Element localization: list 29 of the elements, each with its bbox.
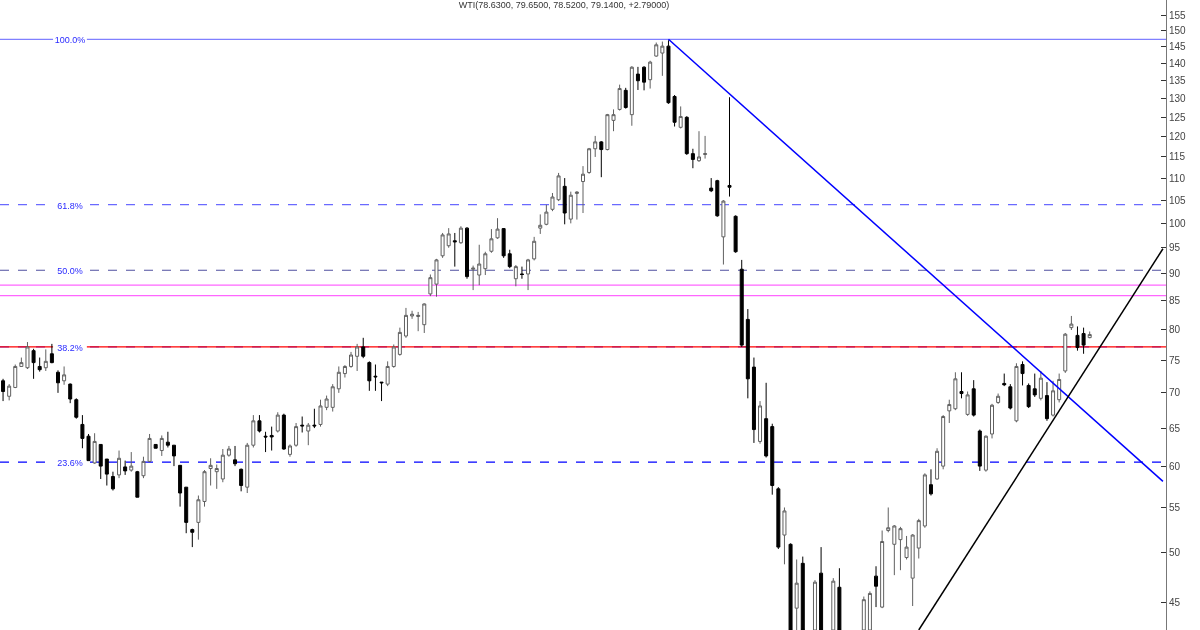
y-tick-label: 105: [1169, 194, 1187, 206]
y-tick-label: 70: [1169, 387, 1181, 399]
y-tick-label: 110: [1169, 172, 1186, 184]
annotation: 23.6%: [57, 458, 83, 469]
annotation: 38.2%: [57, 342, 83, 353]
y-tick-label: 125: [1169, 111, 1187, 123]
y-tick-label: 55: [1169, 501, 1181, 513]
y-tick-label: 50: [1169, 547, 1181, 559]
y-tick-label: 45: [1169, 597, 1181, 609]
y-tick-label: 90: [1169, 267, 1181, 279]
y-tick-label: 145: [1169, 41, 1187, 53]
y-tick-label: 95: [1169, 242, 1181, 254]
y-tick-label: 135: [1169, 75, 1187, 87]
y-tick-label: 65: [1169, 422, 1181, 434]
y-tick-label: 80: [1169, 323, 1181, 335]
chart-title: WTI(78.6300, 79.6500, 78.5200, 79.1400, +2.79000): [458, 0, 670, 10]
y-tick-label: 115: [1169, 151, 1186, 163]
y-tick-label: 120: [1169, 131, 1187, 143]
y-tick-label: 60: [1169, 460, 1181, 472]
y-tick-label: 150: [1169, 25, 1187, 37]
y-tick-label: 155: [1169, 9, 1187, 21]
y-tick-label: 100: [1169, 217, 1187, 229]
annotation: 61.8%: [57, 200, 83, 211]
annotation: 50.0%: [57, 266, 83, 277]
y-tick-label: 140: [1169, 57, 1187, 69]
y-tick-label: 75: [1169, 354, 1181, 366]
y-tick-label: 85: [1169, 295, 1181, 307]
annotation: 100.0%: [54, 35, 86, 46]
y-tick-label: 130: [1169, 93, 1187, 105]
